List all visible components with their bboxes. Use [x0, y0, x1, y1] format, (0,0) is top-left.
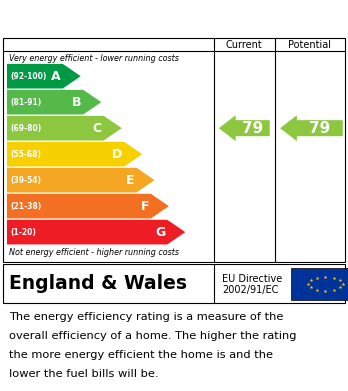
Text: (81-91): (81-91) — [10, 98, 42, 107]
Text: Not energy efficient - higher running costs: Not energy efficient - higher running co… — [9, 248, 179, 257]
Text: overall efficiency of a home. The higher the rating: overall efficiency of a home. The higher… — [9, 331, 296, 341]
Polygon shape — [219, 115, 270, 141]
Text: F: F — [141, 200, 149, 213]
Text: (21-38): (21-38) — [10, 202, 42, 211]
Text: Very energy efficient - lower running costs: Very energy efficient - lower running co… — [9, 54, 179, 63]
Polygon shape — [280, 115, 343, 141]
Text: (92-100): (92-100) — [10, 72, 47, 81]
Polygon shape — [7, 64, 81, 88]
Text: The energy efficiency rating is a measure of the: The energy efficiency rating is a measur… — [9, 312, 283, 322]
Text: (39-54): (39-54) — [10, 176, 41, 185]
Polygon shape — [7, 90, 101, 115]
Text: C: C — [93, 122, 102, 135]
Text: 2002/91/EC: 2002/91/EC — [222, 285, 279, 295]
Polygon shape — [7, 142, 142, 167]
Text: E: E — [126, 174, 135, 187]
Text: (55-68): (55-68) — [10, 150, 41, 159]
Polygon shape — [7, 168, 155, 192]
Polygon shape — [7, 116, 122, 140]
Text: (1-20): (1-20) — [10, 228, 36, 237]
Text: lower the fuel bills will be.: lower the fuel bills will be. — [9, 369, 158, 378]
Text: 79: 79 — [242, 121, 263, 136]
Text: Energy Efficiency Rating: Energy Efficiency Rating — [9, 10, 238, 28]
FancyBboxPatch shape — [291, 268, 348, 300]
Text: Current: Current — [226, 40, 263, 50]
Text: D: D — [112, 148, 122, 161]
Text: Potential: Potential — [288, 40, 331, 50]
Text: B: B — [72, 96, 81, 109]
Text: EU Directive: EU Directive — [222, 274, 283, 284]
Text: A: A — [52, 70, 61, 83]
Text: the more energy efficient the home is and the: the more energy efficient the home is an… — [9, 350, 273, 360]
Text: (69-80): (69-80) — [10, 124, 42, 133]
Polygon shape — [7, 220, 185, 244]
Text: G: G — [155, 226, 166, 239]
Polygon shape — [7, 194, 169, 219]
Text: 79: 79 — [309, 121, 331, 136]
Text: England & Wales: England & Wales — [9, 274, 187, 293]
